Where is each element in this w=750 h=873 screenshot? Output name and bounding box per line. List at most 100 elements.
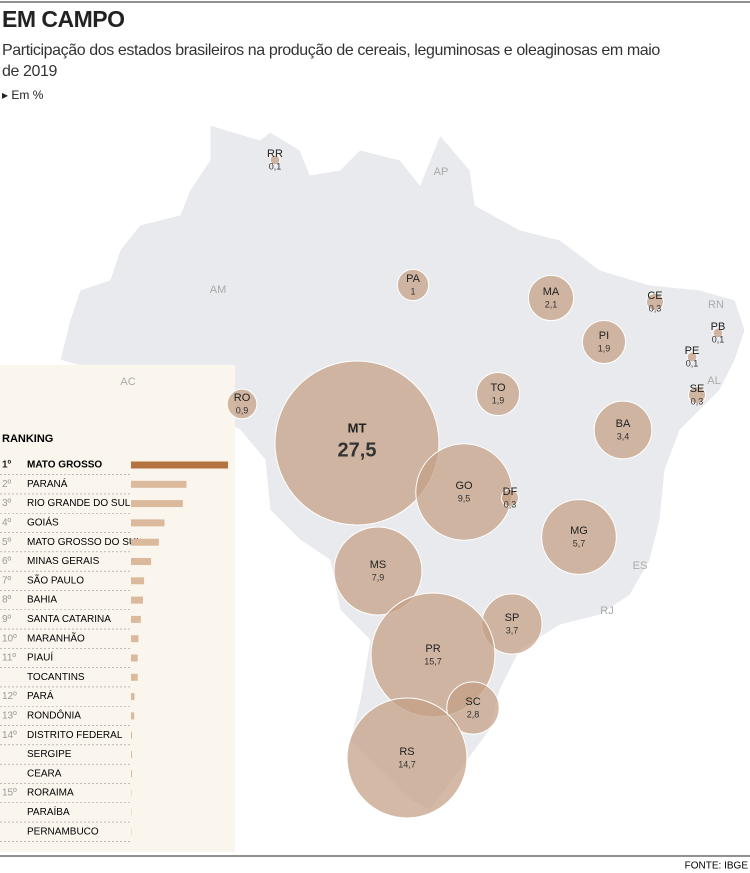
triangle: ▸	[2, 88, 12, 102]
state-label: RO	[234, 392, 251, 404]
bubble	[687, 385, 707, 405]
ranking-panel	[0, 365, 235, 852]
state-label: AC	[120, 376, 135, 388]
title: EM CAMPO	[2, 6, 125, 32]
state-label: GO	[455, 480, 473, 492]
bubble	[475, 371, 521, 417]
value-label: 0,1	[712, 334, 725, 344]
source: FONTE: IBGE	[685, 861, 749, 872]
subtitle: Participação dos estados brasileiros na …	[2, 42, 660, 80]
bubble	[541, 499, 617, 575]
bubble	[645, 292, 665, 312]
state-label: MG	[570, 525, 588, 537]
bar	[131, 480, 187, 488]
state-name: SÃO PAULO	[27, 573, 84, 586]
state-name: GOIÁS	[27, 516, 59, 529]
state-label: RN	[708, 299, 724, 311]
value-label: 1	[410, 286, 415, 296]
bar	[131, 712, 135, 720]
state-label: RS	[399, 746, 414, 758]
bar	[131, 673, 138, 681]
bubble	[500, 488, 520, 508]
bar	[131, 731, 133, 739]
value-label: 15,7	[424, 656, 442, 666]
state-name: PIAUÍ	[27, 651, 53, 664]
state-name: MATO GROSSO DO SUL	[27, 537, 142, 548]
value-label: 0,9	[236, 405, 249, 415]
rank-label: 8º	[2, 595, 12, 606]
state-label: SC	[465, 696, 480, 708]
bubble	[712, 327, 724, 339]
state-name: DISTRITO FEDERAL	[27, 730, 123, 741]
bar	[131, 461, 228, 469]
bar	[131, 538, 159, 546]
bubble	[226, 388, 258, 420]
rank-label: 5º	[2, 537, 12, 548]
bar	[131, 635, 139, 643]
ranking-title: RANKING	[2, 433, 53, 445]
bar	[131, 500, 183, 508]
bubble	[333, 526, 423, 616]
state-label: PI	[599, 330, 609, 342]
rank-label: 13º	[2, 711, 17, 722]
state-label: MT	[348, 420, 367, 435]
value-label: 2,1	[545, 299, 558, 309]
bar	[131, 770, 133, 778]
bubble	[415, 443, 513, 541]
state-name: RONDÔNIA	[27, 709, 81, 722]
value-label: 2,8	[467, 709, 480, 719]
state-name: CEARA	[27, 768, 62, 779]
value-label: 0,3	[504, 499, 517, 509]
state-label: RR	[267, 148, 283, 160]
state-name: TOCANTINS	[27, 672, 85, 683]
rank-label: 14º	[2, 730, 17, 741]
state-label: MA	[543, 286, 560, 298]
state-name: PARAÍBA	[27, 805, 70, 818]
value-label: 27,5	[338, 439, 377, 461]
rank-label: 3º	[2, 498, 12, 509]
bar	[131, 558, 152, 565]
value-label: 3,4	[617, 431, 630, 441]
state-name: RIO GRANDE DO SUL	[27, 498, 131, 509]
bubble	[593, 400, 653, 460]
bar	[131, 751, 133, 758]
state-name: PARANÁ	[27, 477, 68, 490]
value-label: 3,7	[506, 625, 519, 635]
bubble	[396, 268, 430, 302]
bar	[131, 654, 138, 662]
state-name: SERGIPE	[27, 749, 72, 760]
state-label: CE	[647, 290, 662, 302]
state-label: BA	[616, 418, 631, 430]
state-label: AL	[707, 375, 720, 387]
value-label: 1,9	[492, 395, 505, 405]
state-label: PE	[685, 345, 700, 357]
state-name: SANTA CATARINA	[27, 614, 111, 625]
state-label: MS	[370, 559, 387, 571]
bubble	[686, 351, 698, 363]
value-label: 0,3	[649, 303, 662, 313]
rank-label: 9º	[2, 614, 12, 625]
state-name: MINAS GERAIS	[27, 556, 100, 567]
state-name: MARANHÃO	[27, 631, 85, 644]
state-label: PA	[406, 273, 421, 285]
bubble	[269, 154, 281, 166]
state-label: SE	[690, 383, 705, 395]
state-label: ES	[633, 560, 648, 572]
rank-label: 7º	[2, 575, 12, 586]
state-name: PERNAMBUCO	[27, 826, 99, 837]
bubble	[274, 360, 440, 526]
state-label: RJ	[600, 605, 613, 617]
state-name: PARÁ	[27, 689, 54, 702]
state-label: PB	[711, 321, 726, 333]
state-label: SP	[505, 612, 520, 624]
bubble	[581, 319, 627, 365]
bar	[131, 693, 135, 701]
rank-label: 2º	[2, 479, 12, 490]
state-label: DF	[503, 486, 518, 498]
rank-label: 1º	[2, 460, 12, 471]
bubble	[346, 697, 468, 819]
bubble	[527, 274, 575, 322]
value-label: 7,9	[372, 572, 385, 582]
value-label: 0,1	[686, 358, 699, 368]
